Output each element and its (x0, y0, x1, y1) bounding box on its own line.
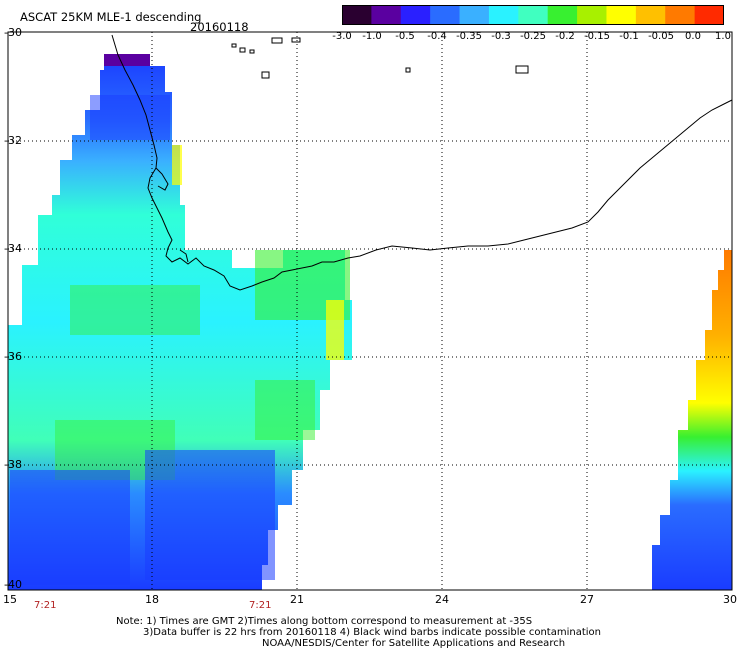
colorbar-label: -0.1 (619, 31, 639, 42)
colorbar-label: -0.2 (555, 31, 575, 42)
note-line-1: Note: 1) Times are GMT 2)Times along bot… (116, 616, 533, 627)
map-title: ASCAT 25KM MLE-1 descending (20, 10, 202, 24)
colorbar-label: -0.4 (427, 31, 447, 42)
colorbar-label: -0.15 (584, 31, 610, 42)
lon-label: 27 (580, 593, 594, 606)
colorbar-label: 1.0 (715, 31, 731, 42)
colorbar-swatch (606, 5, 637, 25)
colorbar-label: 0.0 (685, 31, 701, 42)
west-purple-patch (104, 54, 150, 66)
lat-label: -30 (4, 26, 22, 39)
west-blue-patch (90, 95, 170, 140)
lon-label: 24 (435, 593, 449, 606)
west-blue-patch (10, 470, 130, 585)
lat-label: -32 (4, 134, 22, 147)
coastline-path (111, 34, 733, 291)
lat-label: -34 (4, 242, 22, 255)
time-label: 7:21 (249, 600, 272, 611)
island (291, 37, 301, 43)
colorbar-swatch (665, 5, 696, 25)
colorbar-swatch (371, 5, 402, 25)
map-date: 20160118 (190, 20, 249, 34)
note-line-2: 3)Data buffer is 22 hrs from 20160118 4)… (143, 627, 601, 638)
lat-label: -40 (4, 578, 22, 591)
island (271, 37, 283, 44)
east-swath (652, 250, 732, 590)
colorbar-swatch (342, 5, 372, 25)
east-swath-fill (652, 250, 732, 590)
west-green-patch (70, 285, 200, 335)
colorbar-label: -0.05 (648, 31, 674, 42)
island (261, 71, 270, 79)
colorbar-swatch (459, 5, 490, 25)
lon-label: 30 (723, 593, 737, 606)
colorbar-label: -0.5 (395, 31, 415, 42)
island (405, 67, 411, 73)
gridlines (8, 32, 732, 590)
colorbar-label: -3.0 (332, 31, 352, 42)
west-green-patch (255, 380, 315, 440)
west-yellow-patch (326, 300, 344, 360)
lon-label: 18 (145, 593, 159, 606)
colorbar-label: -1.0 (362, 31, 382, 42)
colorbar-label: -0.35 (456, 31, 482, 42)
colorbar: -3.0 -1.0 -0.5 -0.4 -0.35 -0.3 -0.25 -0.… (332, 5, 731, 42)
islands (231, 37, 529, 79)
west-swath (8, 54, 352, 590)
colorbar-swatch (488, 5, 519, 25)
coastline-detail (155, 167, 169, 191)
time-label: 7:21 (34, 600, 57, 611)
lat-label: -36 (4, 350, 22, 363)
colorbar-swatch (547, 5, 578, 25)
coastline-detail (179, 249, 189, 263)
colorbar-swatch (400, 5, 431, 25)
colorbar-swatch (577, 5, 607, 25)
colorbar-label: -0.25 (520, 31, 546, 42)
colorbar-swatches (342, 5, 725, 25)
coastline (111, 34, 733, 291)
colorbar-label: -0.3 (491, 31, 511, 42)
lon-label: 15 (3, 593, 17, 606)
island (249, 49, 255, 54)
island (231, 43, 237, 48)
lat-label: -38 (4, 458, 22, 471)
island (239, 47, 246, 53)
map-frame (7, 31, 733, 591)
island (515, 65, 529, 74)
colorbar-swatch (430, 5, 461, 25)
west-blue-patch (145, 450, 275, 580)
note-line-3: NOAA/NESDIS/Center for Satellite Applica… (262, 638, 566, 649)
colorbar-swatch (635, 5, 666, 25)
lon-label: 21 (290, 593, 304, 606)
colorbar-swatch (518, 5, 549, 25)
colorbar-swatch (694, 5, 725, 25)
west-yellow-patch (172, 145, 182, 185)
colorbar-border (342, 5, 724, 25)
